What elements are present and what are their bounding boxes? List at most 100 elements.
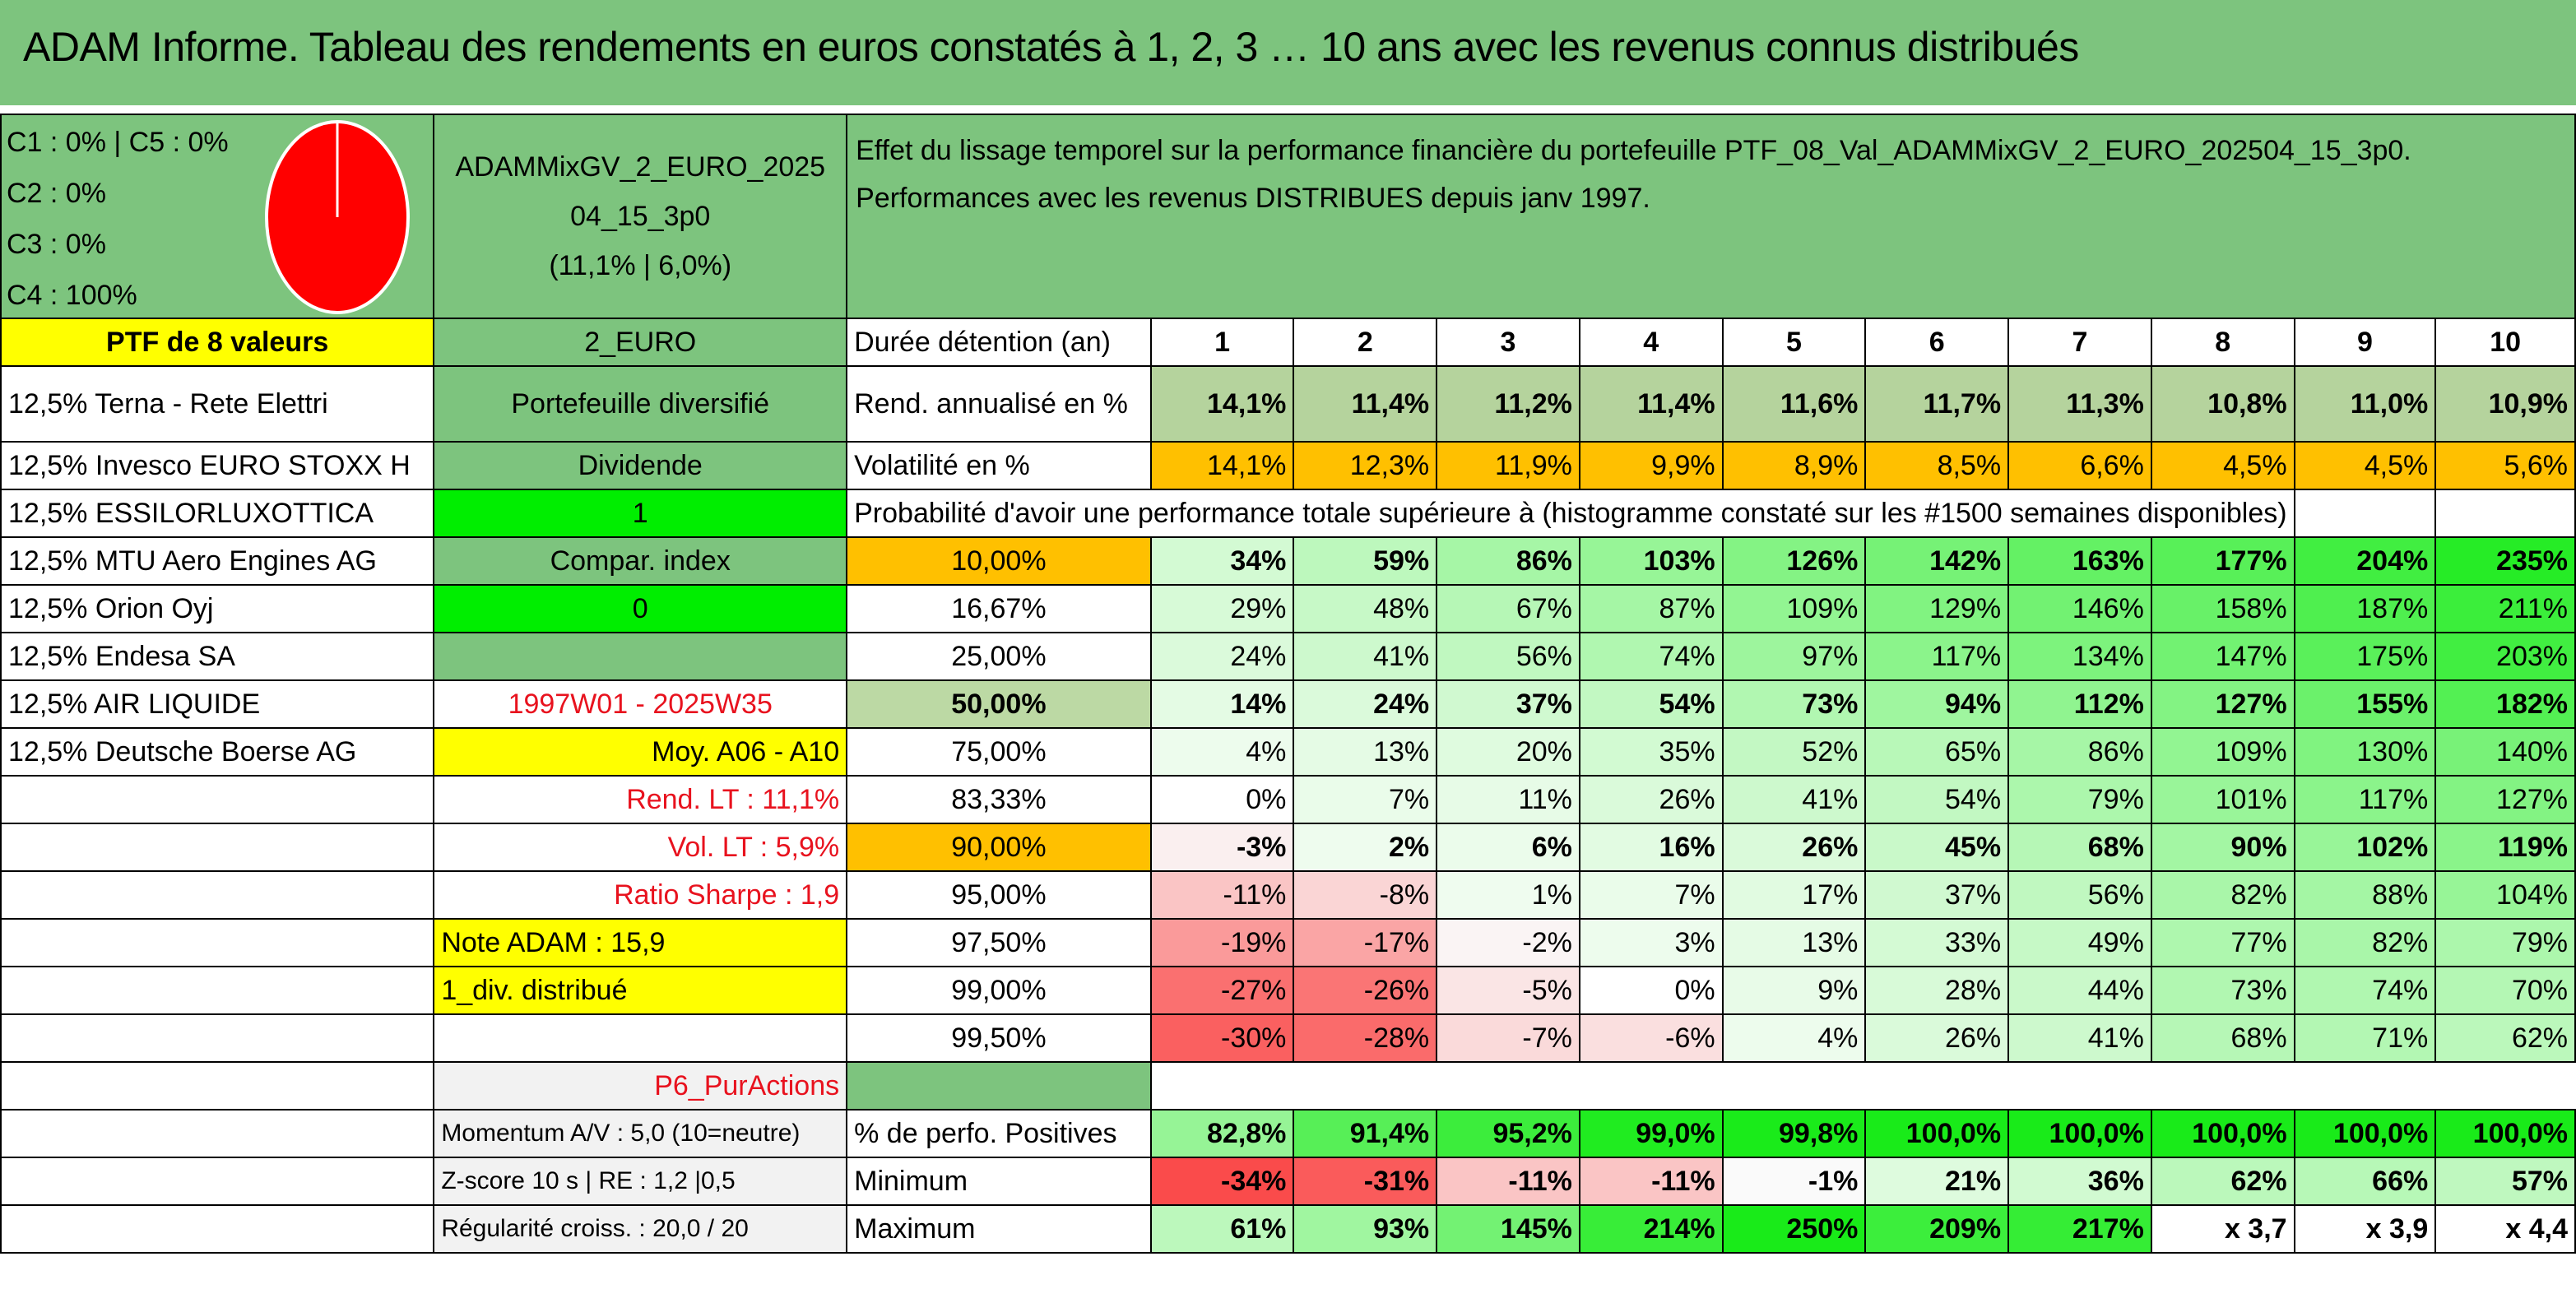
probability-value-cell: 7% [1293,775,1438,824]
probability-value-cell: 74% [2293,966,2437,1015]
empty-cell [0,1109,435,1158]
probability-value-cell: 37% [1864,870,2010,920]
vol-value-cell: 8,5% [1864,441,2010,490]
legend-c3: C3 : 0% [7,229,106,260]
year-header-cell: 1 [1149,318,1295,367]
probability-value-cell: 211% [2434,584,2576,633]
probability-value-cell: 16% [1578,823,1724,872]
positive-perf-cell: 82,8% [1149,1109,1295,1158]
holding-cell: 12,5% MTU Aero Engines AG [0,536,435,586]
probability-value-cell: 65% [1864,727,2010,777]
probability-value-cell: 13% [1721,918,1867,967]
portfolio-name-line-3: (11,1% | 6,0%) [549,250,732,281]
probability-value-cell: 9% [1721,966,1867,1015]
positive-perf-label: % de perfo. Positives [846,1109,1152,1158]
probability-value-cell: -28% [1293,1013,1438,1063]
portfolio-name-line-2: 04_15_3p0 [570,201,711,232]
probability-value-cell: 97% [1721,632,1867,681]
minimum-cell: -11% [1436,1157,1580,1206]
portfolio-name-line-1: ADAMMixGV_2_EURO_2025 [455,151,826,183]
table-row: 12,5% Endesa SA 25,00% 24% 41% 56% 74% 97% 117%… [0,632,2576,681]
year-header-cell: 4 [1578,318,1724,367]
empty-cell [0,918,435,967]
probability-value-cell: -19% [1149,918,1295,967]
probability-value-cell: 37% [1436,679,1580,729]
probability-value-cell: 14% [1149,679,1295,729]
probability-value-cell: -5% [1436,966,1580,1015]
empty-cell [2434,489,2576,538]
positive-perf-cell: 99,0% [1578,1109,1724,1158]
probability-value-cell: 26% [1578,775,1724,824]
probability-value-cell: 94% [1864,679,2010,729]
vol-value-cell: 14,1% [1149,441,1295,490]
maximum-cell: 217% [2007,1204,2152,1254]
description-line-2: Performances avec les revenus DISTRIBUES… [856,183,1650,214]
positive-perf-cell: 100,0% [2150,1109,2295,1158]
positive-perf-cell: 100,0% [2007,1109,2152,1158]
table-row: Note ADAM : 15,9 97,50% -19% -17% -2% 3% 13% 33… [0,918,2576,967]
empty-cell [0,1204,435,1254]
page-title: ADAM Informe. Tableau des rendements en … [23,24,2079,70]
probability-value-cell: -3% [1149,823,1295,872]
table-row: Rend. LT : 11,1% 83,33% 0% 7% 11% 26% 41% 54% 79… [0,775,2576,824]
probability-threshold-cell: 25,00% [846,632,1152,681]
probability-label: Probabilité d'avoir une performance tota… [846,489,2295,538]
minimum-cell: -34% [1149,1157,1295,1206]
positive-perf-cell: 100,0% [1864,1109,2010,1158]
momentum-cell: Momentum A/V : 5,0 (10=neutre) [433,1109,848,1158]
probability-value-cell: 129% [1864,584,2010,633]
probability-value-cell: 158% [2150,584,2295,633]
probability-value-cell: 3% [1578,918,1724,967]
dividend-value-cell: 1 [433,489,848,538]
div-distrib-cell: 1_div. distribué [433,966,848,1015]
probability-value-cell: 182% [2434,679,2576,729]
minimum-cell: 36% [2007,1157,2152,1206]
probability-value-cell: 67% [1436,584,1580,633]
probability-value-cell: -2% [1436,918,1580,967]
positive-perf-cell: 95,2% [1436,1109,1580,1158]
table-row: 99,50% -30% -28% -7% -6% 4% 26% 41% 68% 71% 62% [0,1013,2576,1063]
maximum-cell: x 4,4 [2434,1204,2576,1254]
probability-value-cell: 203% [2434,632,2576,681]
probability-threshold-cell: 97,50% [846,918,1152,967]
note-adam-cell: Note ADAM : 15,9 [433,918,848,967]
probability-value-cell: 54% [1578,679,1724,729]
maximum-cell: x 3,9 [2293,1204,2437,1254]
description-line-1: Effet du lissage temporel sur la perform… [856,135,2411,166]
probability-value-cell: 45% [1864,823,2010,872]
rend-value-cell: 10,8% [2150,365,2295,443]
year-header-cell: 2 [1293,318,1438,367]
probability-value-cell: 77% [2150,918,2295,967]
probability-value-cell: 4% [1149,727,1295,777]
table-row: 1_div. distribué 99,00% -27% -26% -5% 0% 9% 28%… [0,966,2576,1015]
probability-value-cell: 54% [1864,775,2010,824]
vol-value-cell: 5,6% [2434,441,2576,490]
description-cell: Effet du lissage temporel sur la perform… [846,114,2576,319]
empty-cell [846,1061,1152,1110]
empty-cell [0,1061,435,1110]
probability-value-cell: 82% [2150,870,2295,920]
legend-c1c5: C1 : 0% | C5 : 0% [7,127,229,158]
minimum-cell: -31% [1293,1157,1438,1206]
empty-cell [0,870,435,920]
holding-cell: 12,5% Endesa SA [0,632,435,681]
table-row: Ratio Sharpe : 1,9 95,00% -11% -8% 1% 7% 17% 37… [0,870,2576,920]
probability-value-cell: -30% [1149,1013,1295,1063]
empty-cell [0,775,435,824]
zscore-cell: Z-score 10 s | RE : 1,2 |0,5 [433,1157,848,1206]
probability-value-cell: 127% [2434,775,2576,824]
rend-value-cell: 14,1% [1149,365,1295,443]
probability-value-cell: 2% [1293,823,1438,872]
probability-value-cell: 88% [2293,870,2437,920]
probability-value-cell: 13% [1293,727,1438,777]
probability-value-cell: 90% [2150,823,2295,872]
currency-cell: 2_EURO [433,318,848,367]
probability-value-cell: 112% [2007,679,2152,729]
probability-value-cell: 163% [2007,536,2152,586]
maximum-label: Maximum [846,1204,1152,1254]
holdings-header: PTF de 8 valeurs [0,318,435,367]
probability-value-cell: 235% [2434,536,2576,586]
minimum-cell: -11% [1578,1157,1724,1206]
probability-value-cell: 7% [1578,870,1724,920]
vol-value-cell: 4,5% [2293,441,2437,490]
